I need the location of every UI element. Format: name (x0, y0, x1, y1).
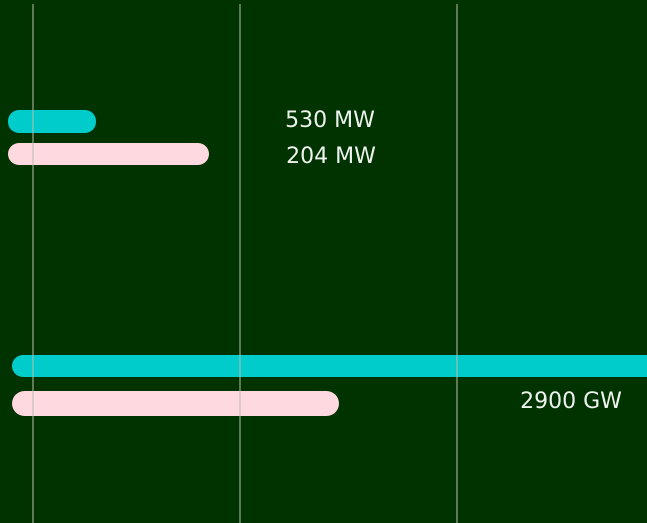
bar (8, 110, 96, 133)
value-label: 204 MW (286, 144, 376, 169)
value-label: 530 MW (285, 108, 375, 133)
bar (12, 355, 647, 377)
bar (12, 391, 339, 416)
value-label: 2900 GW (520, 389, 622, 414)
bar (8, 143, 209, 165)
